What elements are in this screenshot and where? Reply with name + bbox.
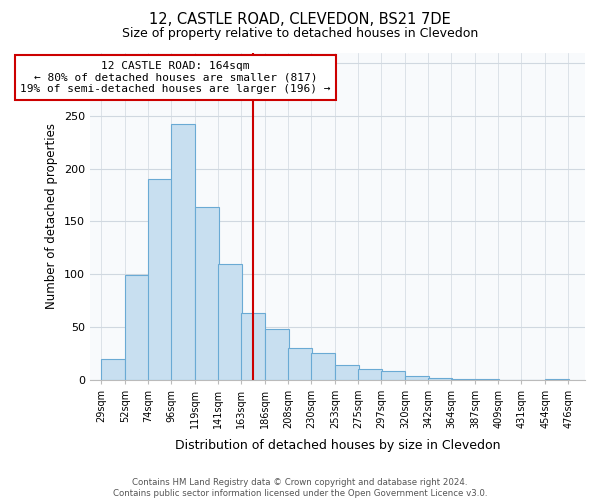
Bar [428, 378, 452, 380]
Bar [101, 358, 125, 380]
Bar [475, 379, 499, 380]
Bar [451, 379, 475, 380]
Bar [289, 348, 313, 380]
Text: 12 CASTLE ROAD: 164sqm
← 80% of detached houses are smaller (817)
19% of semi-de: 12 CASTLE ROAD: 164sqm ← 80% of detached… [20, 61, 331, 94]
Bar [241, 314, 265, 380]
Bar [335, 365, 359, 380]
Y-axis label: Number of detached properties: Number of detached properties [45, 123, 58, 309]
Bar [125, 276, 149, 380]
Bar [545, 379, 569, 380]
Text: 12, CASTLE ROAD, CLEVEDON, BS21 7DE: 12, CASTLE ROAD, CLEVEDON, BS21 7DE [149, 12, 451, 28]
Text: Contains HM Land Registry data © Crown copyright and database right 2024.
Contai: Contains HM Land Registry data © Crown c… [113, 478, 487, 498]
Bar [358, 370, 382, 380]
Bar [406, 376, 430, 380]
Bar [265, 329, 289, 380]
Bar [148, 179, 172, 380]
Bar [171, 124, 196, 380]
Bar [218, 264, 242, 380]
X-axis label: Distribution of detached houses by size in Clevedon: Distribution of detached houses by size … [175, 440, 500, 452]
Text: Size of property relative to detached houses in Clevedon: Size of property relative to detached ho… [122, 28, 478, 40]
Bar [311, 354, 335, 380]
Bar [381, 372, 406, 380]
Bar [196, 206, 220, 380]
